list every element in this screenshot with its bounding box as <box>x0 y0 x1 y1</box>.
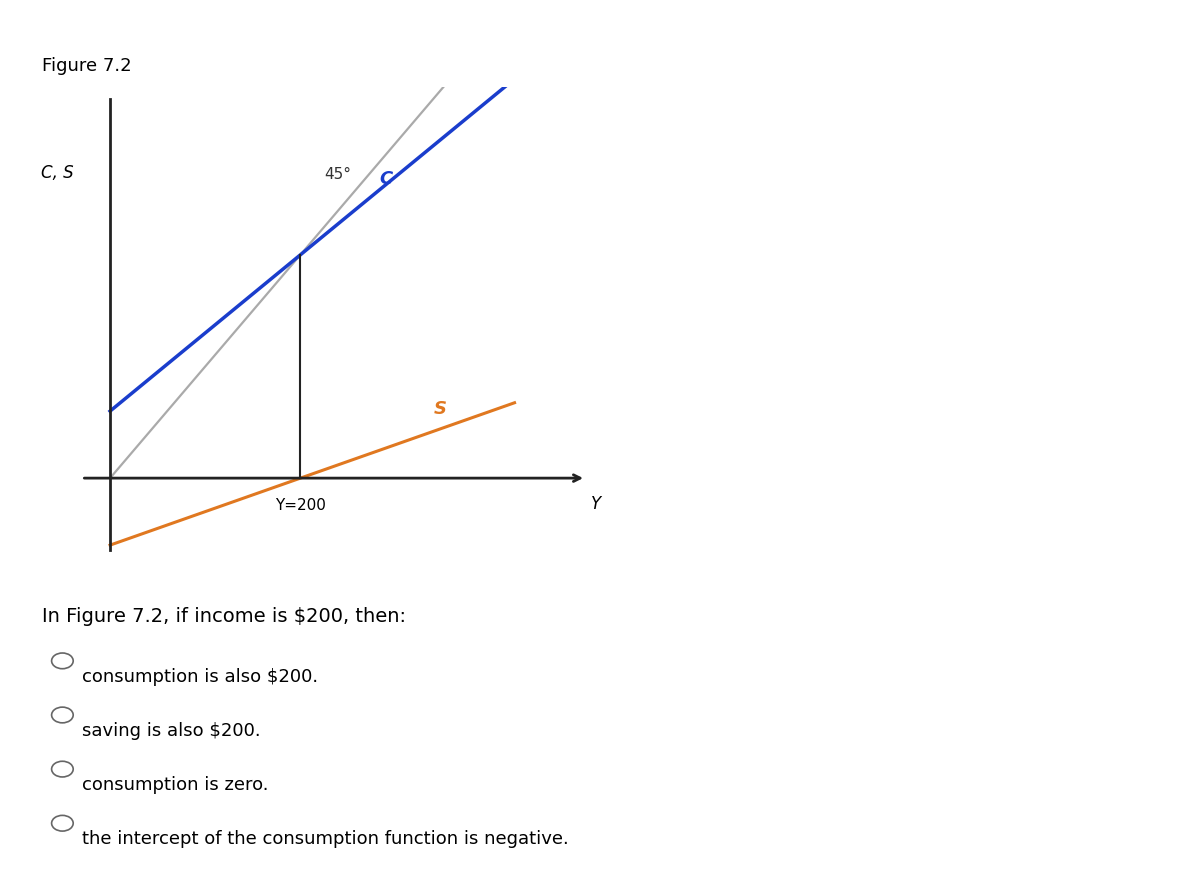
Text: consumption is zero.: consumption is zero. <box>82 776 268 794</box>
Text: C, S: C, S <box>41 164 74 182</box>
Text: Y=200: Y=200 <box>275 498 326 513</box>
Text: 45°: 45° <box>324 168 352 182</box>
Text: In Figure 7.2, if income is $200, then:: In Figure 7.2, if income is $200, then: <box>42 607 406 626</box>
Text: saving is also $200.: saving is also $200. <box>82 722 260 740</box>
Text: Figure 7.2: Figure 7.2 <box>42 57 132 75</box>
Text: S: S <box>433 400 446 418</box>
Text: Y: Y <box>590 495 601 512</box>
Text: the intercept of the consumption function is negative.: the intercept of the consumption functio… <box>82 830 569 849</box>
Text: consumption is also $200.: consumption is also $200. <box>82 668 318 686</box>
Text: C: C <box>379 170 392 189</box>
